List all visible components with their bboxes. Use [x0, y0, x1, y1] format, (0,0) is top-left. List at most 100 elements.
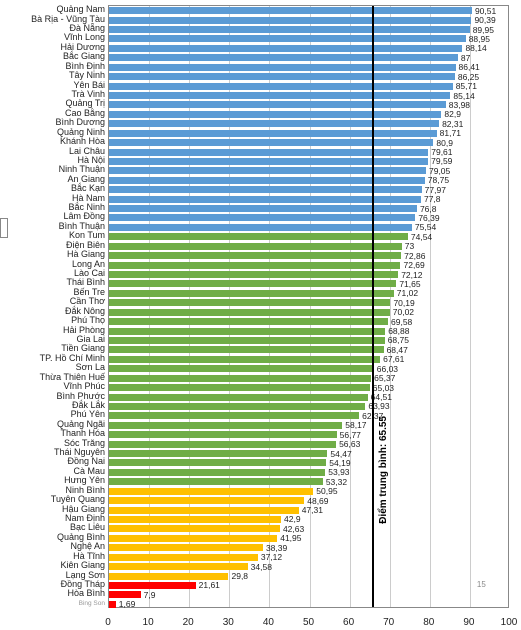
bar-value-label: 77,97 — [425, 186, 446, 195]
y-category-label: Phú Thọ — [71, 316, 105, 325]
bar-value-label: 65,03 — [373, 384, 394, 393]
bar-value-label: 81,71 — [440, 129, 461, 138]
bar — [109, 177, 425, 184]
y-category-label: Hòa Bình — [67, 589, 105, 598]
bar — [109, 101, 446, 108]
bar-value-label: 86,25 — [458, 73, 479, 82]
bar-value-label: 54,47 — [330, 450, 351, 459]
y-category-label: Bắc Kạn — [71, 184, 105, 193]
bar — [109, 525, 280, 532]
y-category-label: Vĩnh Phúc — [63, 382, 105, 391]
bar — [109, 45, 462, 52]
bar — [109, 544, 263, 551]
bar — [109, 375, 371, 382]
page-marker: 15 — [477, 580, 486, 589]
bar — [109, 394, 368, 401]
bar — [109, 224, 412, 231]
y-category-label: Hà Giang — [67, 250, 105, 259]
bar-value-label: 87 — [461, 54, 470, 63]
y-category-label: Bình Dương — [56, 118, 105, 127]
bar-value-label: 68,75 — [388, 336, 409, 345]
bar-value-label: 90,51 — [475, 7, 496, 16]
bar-value-label: 79,61 — [431, 148, 452, 157]
bar — [109, 252, 401, 259]
bar — [109, 497, 304, 504]
bar — [109, 469, 325, 476]
bar — [109, 582, 196, 589]
y-category-label: Tuyên Quang — [51, 495, 105, 504]
bar — [109, 441, 336, 448]
bar — [109, 431, 337, 438]
y-category-label: Tây Ninh — [69, 71, 105, 80]
bar-value-label: 72,69 — [403, 261, 424, 270]
y-category-label: Kiên Giang — [60, 561, 105, 570]
bar-value-label: 90,39 — [474, 16, 495, 25]
bar-value-label: 56,77 — [340, 431, 361, 440]
bar — [109, 271, 398, 278]
y-category-label: Cần Thơ — [70, 297, 105, 306]
bar-value-label: 89,95 — [473, 26, 494, 35]
bar-value-label: 48,69 — [307, 497, 328, 506]
bar — [109, 422, 342, 429]
y-category-label: Sơn La — [76, 363, 105, 372]
bar-value-label: 42,9 — [284, 515, 301, 524]
bar-value-label: 70,02 — [393, 308, 414, 317]
bar-value-label: 76,8 — [420, 205, 437, 214]
bar — [109, 318, 388, 325]
x-tick-label: 80 — [423, 617, 434, 628]
bar-value-label: 86,41 — [459, 63, 480, 72]
bar-value-label: 7,9 — [144, 591, 156, 600]
bar-value-label: 54,19 — [329, 459, 350, 468]
bar — [109, 516, 281, 523]
bar-value-label: 82,9 — [444, 110, 461, 119]
bar — [109, 54, 458, 61]
bar — [109, 601, 116, 608]
bar-value-label: 69,58 — [391, 318, 412, 327]
bar-value-label: 76,39 — [418, 214, 439, 223]
bar — [109, 167, 426, 174]
bar — [109, 233, 408, 240]
bar-value-label: 64,51 — [371, 393, 392, 402]
bar-value-label: 50,95 — [316, 487, 337, 496]
x-tick-label: 90 — [463, 617, 474, 628]
bar — [109, 262, 400, 269]
bar — [109, 412, 359, 419]
bar — [109, 554, 258, 561]
bar-value-label: 78,75 — [428, 176, 449, 185]
x-tick-label: 50 — [303, 617, 314, 628]
chart-container: 90,5190,3989,9588,9588,148786,4186,2585,… — [0, 0, 521, 630]
bar — [109, 403, 365, 410]
bar-value-label: 80,9 — [436, 139, 453, 148]
x-tick-label: 0 — [105, 617, 111, 628]
y-category-label: Phú Yên — [71, 410, 105, 419]
bar-value-label: 47,31 — [302, 506, 323, 515]
bar — [109, 83, 453, 90]
bar-value-label: 68,47 — [387, 346, 408, 355]
bar — [109, 459, 326, 466]
bar — [109, 111, 441, 118]
bar — [109, 337, 385, 344]
bar-value-label: 75,54 — [415, 223, 436, 232]
bar — [109, 92, 450, 99]
bar-value-label: 1,69 — [119, 600, 136, 609]
bar — [109, 158, 428, 165]
bar — [109, 205, 417, 212]
bar — [109, 535, 277, 542]
bar-value-label: 21,61 — [199, 581, 220, 590]
x-tick-label: 40 — [263, 617, 274, 628]
bar — [109, 488, 313, 495]
bar — [109, 73, 455, 80]
bar-value-label: 71,02 — [397, 289, 418, 298]
bar-value-label: 37,12 — [261, 553, 282, 562]
bar — [109, 280, 396, 287]
bar — [109, 64, 456, 71]
bar — [109, 186, 422, 193]
bar-value-label: 88,14 — [465, 44, 486, 53]
bar-value-label: 82,31 — [442, 120, 463, 129]
bar-value-label: 79,59 — [431, 157, 452, 166]
bar — [109, 35, 466, 42]
bar-value-label: 85,14 — [453, 92, 474, 101]
bar-value-label: 73 — [405, 242, 414, 251]
average-line-label: Điểm trung bình: 65.55 — [378, 416, 389, 524]
bar — [109, 384, 370, 391]
